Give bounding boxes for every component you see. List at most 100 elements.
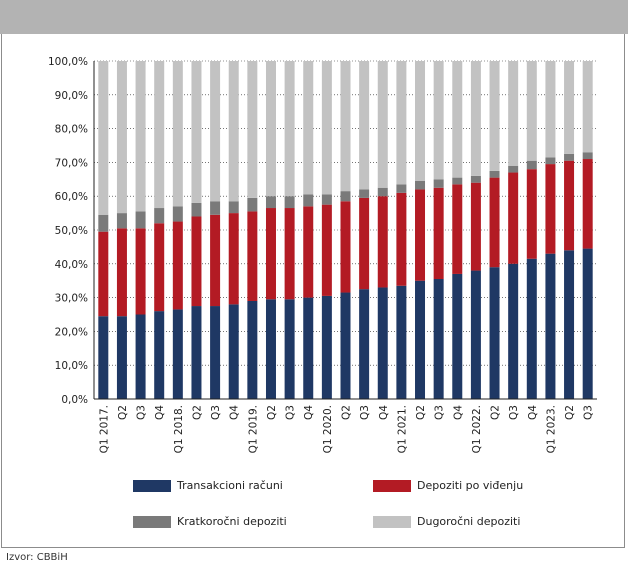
legend-item-transakcioni: Transakcioni računi xyxy=(133,479,283,492)
legend-item-kratkorocni: Kratkoročni depoziti xyxy=(133,515,287,528)
bar-segment-s0-23 xyxy=(526,258,537,399)
bar-segment-s2-18 xyxy=(433,179,444,188)
bar-segment-s2-19 xyxy=(452,177,463,185)
bar-segment-s1-19 xyxy=(452,184,463,274)
x-tick-label: Q3 xyxy=(434,405,446,420)
legend-label-transakcioni: Transakcioni računi xyxy=(177,479,283,492)
x-tick-label: Q1 2017. xyxy=(98,405,110,453)
bar-segment-s3-23 xyxy=(526,61,537,161)
x-tick-label: Q1 2020. xyxy=(322,405,334,453)
bar-segment-s2-26 xyxy=(582,152,593,160)
bar-segment-s2-20 xyxy=(470,175,481,183)
bar-segment-s3-16 xyxy=(396,61,407,185)
bar-segment-s1-3 xyxy=(154,223,165,312)
bar-segment-s1-7 xyxy=(228,213,239,305)
bar-segment-s2-12 xyxy=(321,194,332,205)
x-tick-label: Q1 2018. xyxy=(173,405,185,453)
x-tick-label: Q4 xyxy=(527,405,539,420)
bar-segment-s1-25 xyxy=(564,160,575,251)
bar-segment-s1-17 xyxy=(415,189,426,281)
bar-segment-s1-10 xyxy=(284,208,295,300)
bar-segment-s0-20 xyxy=(470,270,481,399)
bar-segment-s3-25 xyxy=(564,61,575,154)
x-tick-label: Q3 xyxy=(508,405,520,420)
y-tick-label: 10,0% xyxy=(55,360,88,372)
bar-segment-s3-3 xyxy=(154,61,165,209)
bar-segment-s3-5 xyxy=(191,61,202,203)
bar-segment-s0-1 xyxy=(116,316,127,399)
x-tick-label: Q4 xyxy=(229,405,241,420)
bar-segment-s2-7 xyxy=(228,201,239,214)
bar-segment-s3-17 xyxy=(415,61,426,181)
bar-segment-s3-21 xyxy=(489,61,500,171)
bar-segment-s2-13 xyxy=(340,191,351,202)
legend-label-kratkorocni: Kratkoročni depoziti xyxy=(177,515,287,528)
bar-segment-s0-22 xyxy=(508,263,519,399)
bar-segment-s2-4 xyxy=(172,206,183,222)
bar-segment-s1-11 xyxy=(303,206,314,298)
bar-segment-s0-6 xyxy=(210,306,221,399)
legend-label-dugorocni: Dugoročni depoziti xyxy=(417,515,521,528)
x-tick-label: Q2 xyxy=(564,405,576,420)
x-tick-label: Q2 xyxy=(415,405,427,420)
bar-segment-s3-20 xyxy=(470,61,481,176)
chart-frame xyxy=(1,34,625,548)
x-tick-label: Q1 2019. xyxy=(247,405,259,453)
bar-segment-s3-26 xyxy=(582,61,593,153)
bar-segment-s3-11 xyxy=(303,61,314,195)
y-tick-label: 100,0% xyxy=(48,56,88,68)
bar-segment-s2-17 xyxy=(415,180,426,190)
x-tick-label: Q3 xyxy=(136,405,148,420)
x-tick-label: Q4 xyxy=(303,405,315,420)
bar-segment-s0-25 xyxy=(564,250,575,399)
bar-segment-s0-24 xyxy=(545,253,556,399)
bar-segment-s2-11 xyxy=(303,194,314,207)
y-tick-label: 80,0% xyxy=(55,124,88,136)
bar-segment-s2-1 xyxy=(116,213,127,229)
y-tick-label: 20,0% xyxy=(55,326,88,338)
bar-segment-s1-26 xyxy=(582,159,593,249)
bar-segment-s1-21 xyxy=(489,177,500,268)
x-tick-label: Q1 2023. xyxy=(545,405,557,453)
bar-segment-s3-1 xyxy=(116,61,127,214)
bar-segment-s2-10 xyxy=(284,196,295,209)
bar-segment-s2-2 xyxy=(135,211,146,229)
bar-segment-s2-24 xyxy=(545,157,556,165)
x-tick-label: Q1 2021. xyxy=(396,405,408,453)
bar-segment-s3-15 xyxy=(377,61,388,188)
bar-segment-s3-13 xyxy=(340,61,351,192)
bar-segment-s2-3 xyxy=(154,208,165,224)
bar-segment-s0-15 xyxy=(377,287,388,399)
x-tick-label: Q3 xyxy=(359,405,371,420)
x-tick-label: Q3 xyxy=(583,405,595,420)
legend-swatch-dugorocni xyxy=(373,515,411,528)
bar-segment-s0-16 xyxy=(396,285,407,399)
y-tick-label: 90,0% xyxy=(55,90,88,102)
bar-segment-s2-23 xyxy=(526,160,537,170)
bar-segment-s1-12 xyxy=(321,204,332,296)
bar-segment-s0-26 xyxy=(582,248,593,399)
bar-segment-s0-19 xyxy=(452,273,463,399)
legend-label-depoziti-po-vidjenju: Depoziti po viđenju xyxy=(417,479,524,492)
bar-segment-s1-6 xyxy=(210,214,221,307)
bar-segment-s0-3 xyxy=(154,311,165,399)
bar-segment-s0-5 xyxy=(191,306,202,399)
bar-segment-s3-6 xyxy=(210,61,221,202)
bar-segment-s1-9 xyxy=(265,208,276,300)
bar-segment-s1-20 xyxy=(470,182,481,271)
bar-segment-s2-5 xyxy=(191,202,202,217)
bar-segment-s0-21 xyxy=(489,267,500,399)
bar-segment-s3-24 xyxy=(545,61,556,158)
x-tick-label: Q4 xyxy=(378,405,390,420)
header-bar xyxy=(0,0,628,34)
bar-segment-s3-9 xyxy=(265,61,276,197)
legend-item-depoziti-po-vidjenju: Depoziti po viđenju xyxy=(373,479,523,492)
bar-segment-s3-14 xyxy=(359,61,370,190)
bar-segment-s1-2 xyxy=(135,228,146,315)
bar-segment-s3-12 xyxy=(321,61,332,195)
bar-segment-s0-11 xyxy=(303,297,314,399)
x-tick-label: Q1 2022. xyxy=(471,405,483,453)
bar-segment-s2-21 xyxy=(489,170,500,178)
bar-segment-s1-18 xyxy=(433,187,444,280)
bar-segment-s3-4 xyxy=(172,61,183,207)
